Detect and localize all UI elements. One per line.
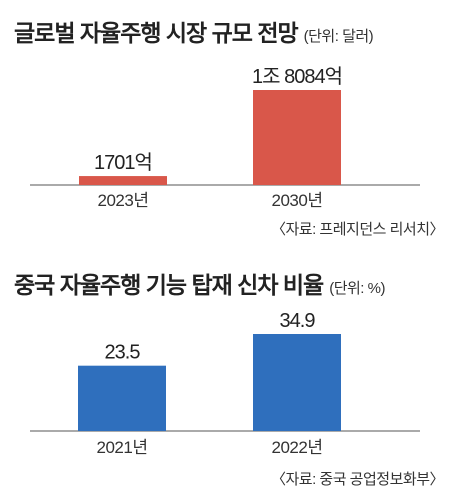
chart-unit: (단위: 달러)	[303, 28, 374, 45]
chart-source: 〈자료: 중국 공업정보화부〉	[270, 471, 445, 488]
chart-source: 〈자료: 프레지던스 리서치〉	[270, 221, 445, 238]
chart-china-ratio: 중국 자율주행 기능 탑재 신차 비율 (단위: %) 23.5 2021년 34.9…	[0, 248, 450, 493]
data-label: 23.5	[105, 342, 141, 364]
category-label: 2023년	[98, 191, 149, 210]
category-label: 2030년	[272, 191, 323, 210]
bar-0	[78, 365, 166, 431]
bar-chart-svg: 1701억 2023년 1조 8084억 2030년	[30, 65, 420, 210]
chart-title: 글로벌 자율주행 시장 규모 전망	[14, 20, 299, 46]
bar-1	[253, 90, 341, 185]
chart-market-size: 글로벌 자율주행 시장 규모 전망 (단위: 달러) 1701억 2023년 1조 8…	[14, 14, 445, 238]
chart-unit: (단위: %)	[329, 280, 385, 297]
bar-1	[253, 334, 341, 431]
data-label: 34.9	[280, 310, 316, 332]
category-label: 2022년	[272, 438, 323, 457]
chart-title: 중국 자율주행 기능 탑재 신차 비율	[14, 272, 324, 298]
chart-title-row: 중국 자율주행 기능 탑재 신차 비율 (단위: %)	[14, 266, 385, 300]
data-label: 1조 8084억	[252, 65, 342, 88]
chart-title-row: 글로벌 자율주행 시장 규모 전망 (단위: 달러)	[14, 14, 374, 48]
category-label: 2021년	[97, 438, 148, 457]
bar-chart-svg: 23.5 2021년 34.9 2022년	[30, 310, 420, 457]
data-label: 1701억	[94, 151, 152, 174]
bar-0	[79, 176, 167, 185]
